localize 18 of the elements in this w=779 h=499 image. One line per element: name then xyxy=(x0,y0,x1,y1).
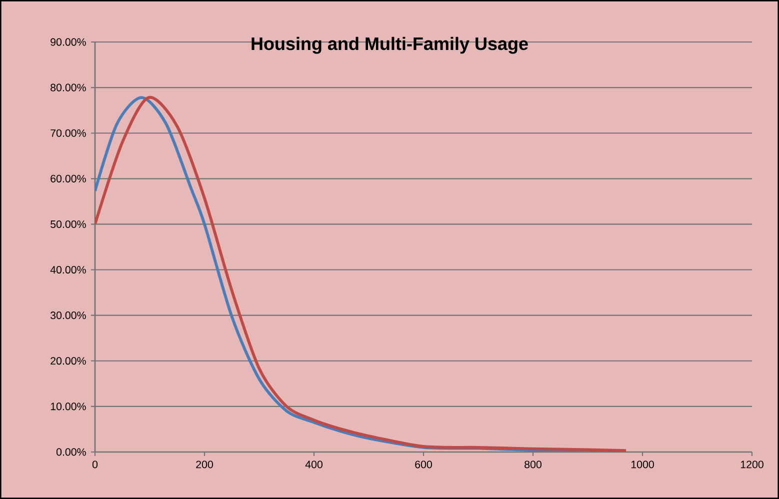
x-tick-label: 200 xyxy=(196,460,213,468)
x-tick-label: 1200 xyxy=(740,460,764,468)
chart-title: Housing and Multi-Family Usage xyxy=(252,36,528,54)
y-tick-label: 10.00% xyxy=(50,402,86,410)
y-tick-label: 40.00% xyxy=(50,266,86,274)
y-tick-label: 30.00% xyxy=(50,312,86,320)
x-tick-label: 800 xyxy=(524,460,542,468)
y-tick-label: 80.00% xyxy=(50,84,86,92)
x-tick-label: 400 xyxy=(305,460,322,468)
y-tick-label: 90.00% xyxy=(50,38,86,46)
x-tick-label: 0 xyxy=(92,460,98,468)
x-tick-label: 1000 xyxy=(631,460,654,468)
y-tick-label: 20.00% xyxy=(50,357,86,365)
y-tick-label: 70.00% xyxy=(50,129,86,137)
y-tick-label: 50.00% xyxy=(50,220,86,228)
x-tick-label: 600 xyxy=(415,460,432,468)
y-tick-label: 0.00% xyxy=(56,448,86,456)
y-tick-label: 60.00% xyxy=(50,174,86,182)
